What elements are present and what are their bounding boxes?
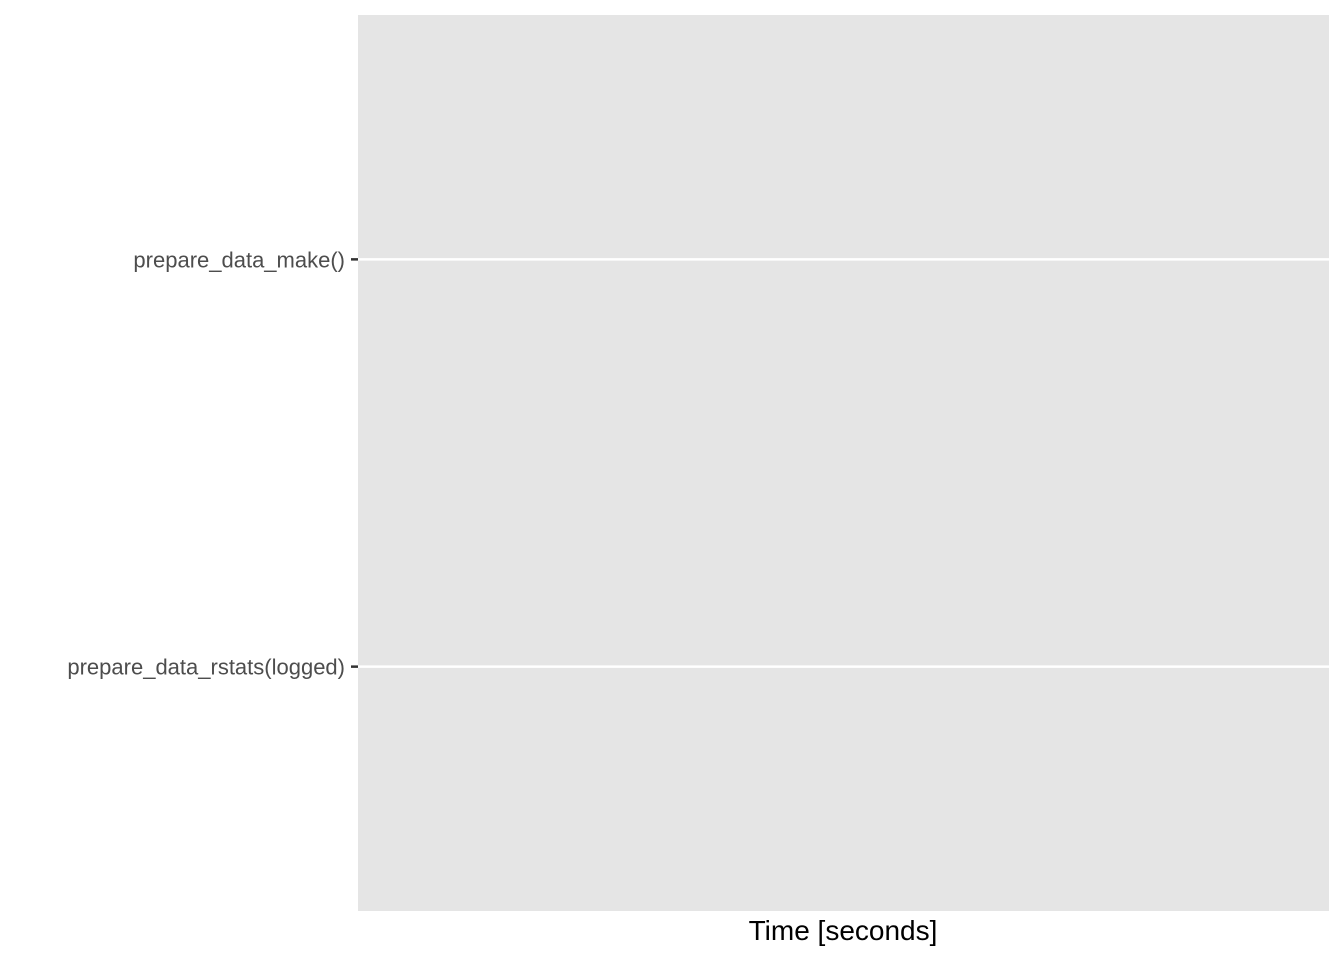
y-axis-tick-labels: prepare_data_make() prepare_data_rstats(l… (67, 247, 345, 679)
y-tick-label: prepare_data_rstats(logged) (67, 655, 345, 680)
gridlines (358, 258, 1329, 668)
y-axis-ticks (351, 258, 358, 668)
x-axis-title: Time [seconds] (749, 915, 938, 946)
plot-panel (358, 15, 1329, 911)
y-tick-label: prepare_data_make() (133, 247, 345, 272)
